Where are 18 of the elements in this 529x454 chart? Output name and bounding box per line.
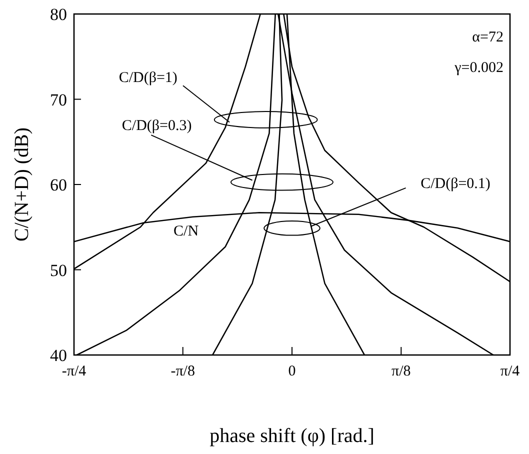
annotation: C/D(β=0.3) xyxy=(122,118,192,134)
x-tick-label: -π/8 xyxy=(170,364,195,380)
y-tick-label: 40 xyxy=(50,346,67,366)
annotation: C/D(β=0.1) xyxy=(420,176,490,192)
y-tick-label: 70 xyxy=(50,90,67,110)
annotation: C/D(β=1) xyxy=(118,70,178,86)
y-axis-title: C/(N+D) (dB) xyxy=(11,127,33,242)
y-tick-label: 60 xyxy=(50,176,67,195)
y-tick-label: 50 xyxy=(50,260,67,280)
annotation: α=72 xyxy=(472,29,504,46)
x-tick-label: -π/4 xyxy=(62,364,87,380)
annotation: γ=0.002 xyxy=(454,60,504,76)
x-tick-label: π/4 xyxy=(500,364,520,380)
x-tick-label: π/8 xyxy=(392,364,411,380)
y-tick-label: 80 xyxy=(50,5,67,24)
x-axis-title: phase shift (φ) [rad.] xyxy=(210,425,374,447)
x-tick-label: 0 xyxy=(288,364,296,380)
annotation: C/N xyxy=(174,224,199,240)
